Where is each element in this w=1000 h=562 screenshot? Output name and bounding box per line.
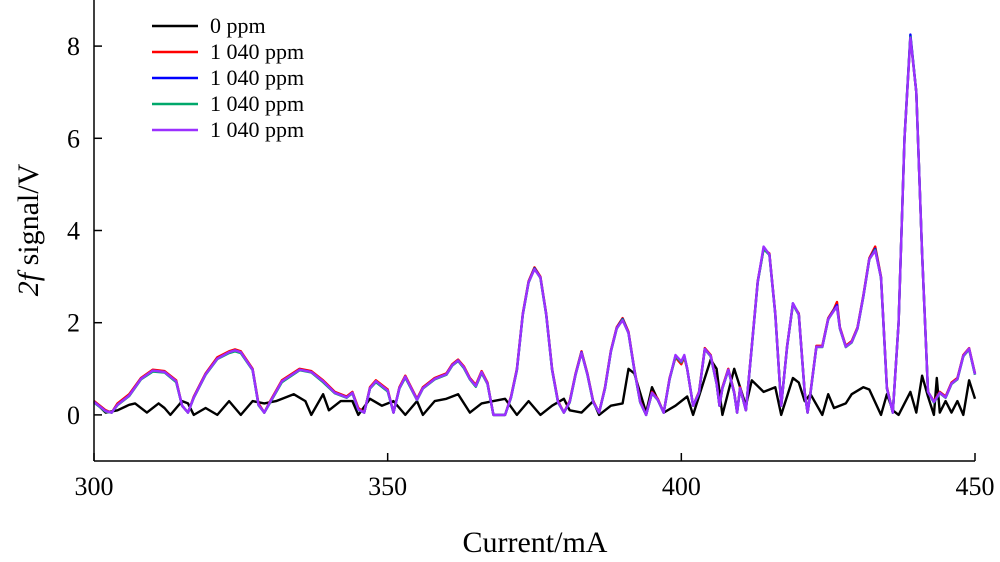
series-line-4	[93, 36, 977, 417]
y-tick-label: 8	[67, 32, 80, 61]
legend-label-2: 1 040 ppm	[210, 65, 304, 90]
y-axis-title-italic: 2f	[12, 269, 45, 296]
y-tick-label: 0	[67, 401, 80, 430]
x-tick-label: 300	[75, 472, 114, 501]
series-layer	[93, 33, 977, 417]
legend-label-0: 0 ppm	[210, 13, 266, 38]
ticks-layer: 300 350 400 450 0 2 4 6 8	[67, 32, 995, 501]
legend-label-4: 1 040 ppm	[210, 117, 304, 142]
series-line-0	[93, 358, 977, 417]
y-tick-label: 2	[67, 309, 80, 338]
x-axis-title: Current/mA	[463, 526, 608, 559]
x-tick-label: 450	[956, 472, 995, 501]
legend-label-3: 1 040 ppm	[210, 91, 304, 116]
y-axis-title-rest: signal/V	[12, 163, 45, 272]
x-tick-label: 350	[368, 472, 407, 501]
legend-label-1: 1 040 ppm	[210, 39, 304, 64]
y-tick-label: 6	[67, 124, 80, 153]
y-tick-label: 4	[67, 217, 80, 246]
x-tick-label: 400	[662, 472, 701, 501]
y-axis-title: 2f signal/V	[12, 163, 45, 296]
